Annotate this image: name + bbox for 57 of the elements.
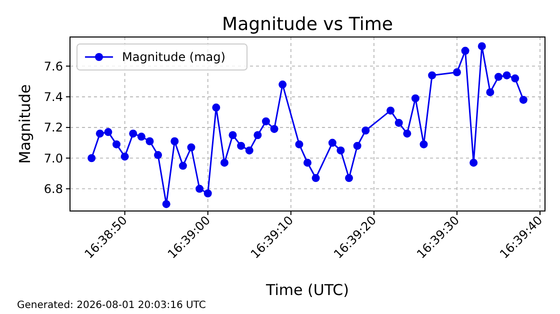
point: [461, 46, 470, 55]
y-tick-label: 6.8: [44, 182, 63, 196]
point: [137, 132, 146, 141]
point: [411, 94, 420, 102]
point: [470, 158, 478, 167]
point: [312, 174, 320, 182]
point: [486, 88, 494, 96]
point: [237, 142, 246, 150]
point: [212, 104, 220, 112]
point: [96, 130, 104, 138]
point: [519, 96, 528, 104]
point: [120, 152, 129, 161]
point: [494, 72, 502, 81]
point: [196, 184, 204, 193]
point: [345, 174, 354, 182]
point: [403, 130, 412, 138]
point: [303, 158, 312, 167]
point: [88, 154, 96, 162]
point: [204, 189, 212, 198]
y-axis-title: Magnitude: [16, 84, 34, 164]
point: [502, 71, 511, 80]
legend-label: Magnitude (mag): [122, 50, 226, 64]
chart-title: Magnitude vs Time: [222, 14, 393, 35]
y-tick-label: 7.6: [44, 59, 63, 74]
point: [254, 131, 262, 140]
point: [146, 137, 154, 146]
point: [187, 143, 196, 152]
point: [278, 80, 287, 89]
point: [386, 106, 395, 115]
point: [245, 146, 254, 154]
point: [362, 126, 370, 135]
y-tick-label: 7.4: [44, 90, 63, 104]
y-tick-label: 7.0: [44, 151, 63, 166]
point: [228, 131, 237, 140]
point: [478, 42, 486, 50]
point: [295, 140, 304, 148]
point: [162, 200, 170, 208]
point: [511, 74, 520, 82]
point: [262, 117, 270, 126]
point: [452, 68, 461, 76]
point: [104, 128, 112, 136]
text: Generated: 2026-08-01 20:03:16 UTC: [17, 300, 206, 311]
y-tick-label: 7.2: [44, 120, 63, 135]
point: [178, 162, 187, 170]
point: [112, 140, 120, 148]
point: [353, 142, 362, 150]
point: [336, 146, 345, 154]
point: [420, 140, 428, 148]
point: [394, 118, 403, 127]
point: [328, 138, 336, 147]
x-axis-title: Time (UTC): [265, 281, 349, 299]
point: [154, 151, 162, 160]
point: [270, 124, 278, 133]
point: [428, 71, 436, 80]
point: [129, 130, 138, 138]
point: [220, 158, 228, 167]
point: [170, 137, 179, 146]
